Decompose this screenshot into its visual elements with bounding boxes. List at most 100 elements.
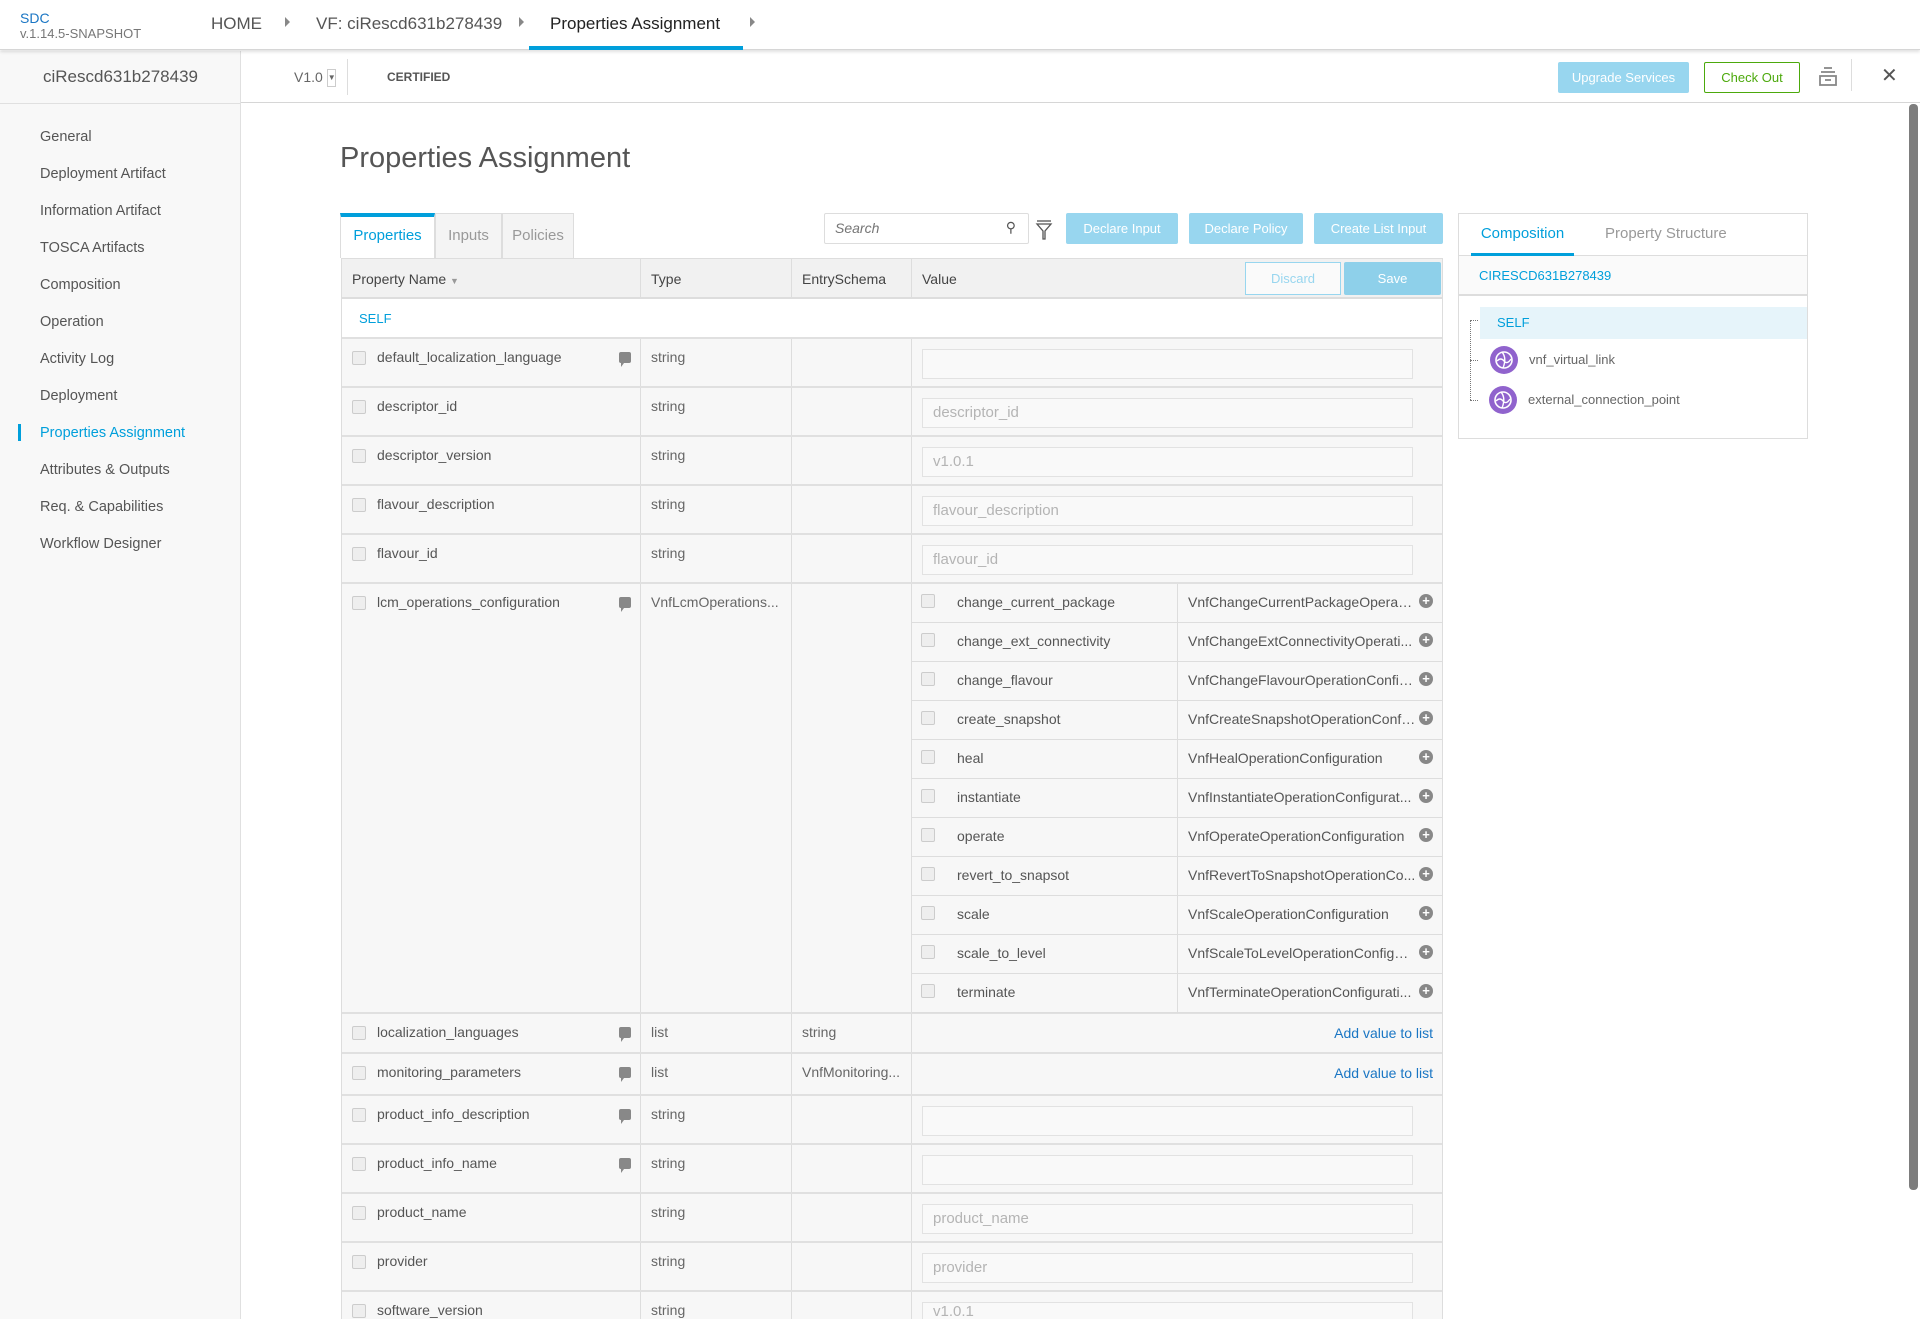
column-header-property-name[interactable]: Property Name ▼ — [342, 259, 641, 300]
sidebar-item-req-capabilities[interactable]: Req. & Capabilities — [40, 499, 164, 515]
sidebar-item-information-artifact[interactable]: Information Artifact — [40, 203, 161, 219]
add-plus-icon[interactable]: + — [1419, 789, 1433, 803]
sidebar-item-properties-assignment[interactable]: Properties Assignment — [40, 425, 186, 441]
page-scrollbar[interactable] — [1909, 104, 1918, 1190]
chevron-down-icon[interactable]: ▼ — [326, 69, 336, 88]
breadcrumb-arrow-icon[interactable] — [285, 17, 290, 27]
row-checkbox[interactable] — [352, 1066, 366, 1080]
breadcrumb-properties-assignment[interactable]: Properties Assignment — [550, 14, 721, 33]
add-plus-icon[interactable]: + — [1419, 594, 1433, 608]
save-button[interactable]: Save — [1344, 262, 1441, 295]
property-value-input[interactable] — [923, 1107, 1412, 1135]
close-icon[interactable]: ✕ — [1881, 65, 1898, 87]
row-checkbox[interactable] — [921, 984, 935, 998]
property-value-input[interactable] — [923, 546, 1412, 574]
tab-inputs[interactable]: Inputs — [435, 213, 502, 258]
row-checkbox[interactable] — [352, 1157, 366, 1171]
sidebar-item-workflow-designer[interactable]: Workflow Designer — [40, 536, 162, 552]
discard-button[interactable]: Discard — [1245, 262, 1341, 295]
tab-property-structure[interactable]: Property Structure — [1605, 225, 1727, 242]
row-checkbox[interactable] — [921, 594, 935, 608]
row-checkbox[interactable] — [921, 633, 935, 647]
row-checkbox[interactable] — [921, 789, 935, 803]
row-checkbox[interactable] — [921, 906, 935, 920]
row-checkbox[interactable] — [921, 867, 935, 881]
comment-icon[interactable] — [619, 597, 631, 612]
comment-icon[interactable] — [619, 1158, 631, 1173]
row-checkbox[interactable] — [352, 1206, 366, 1220]
comment-icon[interactable] — [619, 1067, 631, 1082]
add-plus-icon[interactable]: + — [1419, 672, 1433, 686]
breadcrumb-home[interactable]: HOME — [211, 14, 262, 33]
comment-icon[interactable] — [619, 1027, 631, 1042]
property-value-input[interactable] — [923, 448, 1412, 476]
row-checkbox[interactable] — [921, 750, 935, 764]
row-checkbox[interactable] — [352, 351, 366, 365]
row-checkbox[interactable] — [921, 672, 935, 686]
breadcrumb-arrow-icon[interactable] — [519, 17, 524, 27]
add-value-to-list-link[interactable]: Add value to list — [1334, 1065, 1433, 1081]
row-checkbox[interactable] — [352, 400, 366, 414]
property-value-input[interactable] — [923, 1205, 1412, 1233]
row-checkbox[interactable] — [352, 449, 366, 463]
tree-item-vnf-virtual-link[interactable]: vnf_virtual_link — [1490, 346, 1790, 374]
comment-icon[interactable] — [619, 352, 631, 367]
breadcrumb-arrow-icon[interactable] — [750, 17, 755, 27]
upgrade-services-button[interactable]: Upgrade Services — [1558, 62, 1689, 93]
sidebar-item-attributes-outputs[interactable]: Attributes & Outputs — [40, 462, 170, 478]
row-checkbox[interactable] — [352, 1026, 366, 1040]
declare-policy-button[interactable]: Declare Policy — [1189, 213, 1303, 244]
sidebar-item-deployment[interactable]: Deployment — [40, 388, 118, 404]
add-plus-icon[interactable]: + — [1419, 945, 1433, 959]
filter-icon[interactable] — [1035, 219, 1053, 241]
row-checkbox[interactable] — [352, 596, 366, 610]
row-checkbox[interactable] — [352, 1255, 366, 1269]
instance-name[interactable]: CIRESCD631B278439 — [1479, 268, 1612, 283]
row-checkbox[interactable] — [352, 498, 366, 512]
property-value-input[interactable] — [923, 1254, 1412, 1282]
row-checkbox[interactable] — [352, 547, 366, 561]
row-checkbox[interactable] — [921, 945, 935, 959]
search-input[interactable] — [835, 214, 995, 242]
tab-properties[interactable]: Properties — [340, 213, 435, 258]
divider — [1851, 59, 1852, 91]
declare-input-button[interactable]: Declare Input — [1066, 213, 1178, 244]
tab-composition[interactable]: Composition — [1471, 214, 1574, 256]
add-plus-icon[interactable]: + — [1419, 906, 1433, 920]
search-icon[interactable]: ⚲ — [1005, 219, 1016, 235]
sidebar-item-operation[interactable]: Operation — [40, 314, 104, 330]
check-out-button[interactable]: Check Out — [1704, 62, 1800, 93]
row-checkbox[interactable] — [352, 1108, 366, 1122]
comment-icon[interactable] — [619, 1109, 631, 1124]
add-value-to-list-link[interactable]: Add value to list — [1334, 1025, 1433, 1041]
property-value-input[interactable] — [923, 399, 1412, 427]
nested-property-row: scale_to_level VnfScaleToLevelOperationCo… — [912, 935, 1442, 974]
create-list-input-button[interactable]: Create List Input — [1314, 213, 1443, 244]
add-plus-icon[interactable]: + — [1419, 711, 1433, 725]
add-plus-icon[interactable]: + — [1419, 633, 1433, 647]
sidebar-item-activity-log[interactable]: Activity Log — [40, 351, 115, 367]
tree-item-external-connection-point[interactable]: external_connection_point — [1489, 386, 1789, 414]
add-plus-icon[interactable]: + — [1419, 750, 1433, 764]
breadcrumb-vf[interactable]: VF: ciRescd631b278439 — [316, 14, 503, 33]
property-value-input[interactable] — [923, 497, 1412, 525]
sidebar-item-composition[interactable]: Composition — [40, 277, 121, 293]
sidebar-item-deployment-artifact[interactable]: Deployment Artifact — [40, 166, 166, 182]
sidebar-item-tosca-artifacts[interactable]: TOSCA Artifacts — [40, 240, 145, 256]
app-logo[interactable]: SDC — [20, 10, 50, 26]
version-select[interactable]: V1.0 ▼ — [294, 69, 336, 88]
property-value-input[interactable] — [923, 1156, 1412, 1184]
archive-icon[interactable] — [1818, 64, 1838, 88]
tab-policies[interactable]: Policies — [502, 213, 574, 258]
add-plus-icon[interactable]: + — [1419, 867, 1433, 881]
property-value-input[interactable] — [923, 350, 1412, 378]
sidebar-item-general[interactable]: General — [40, 129, 92, 145]
sort-down-icon[interactable]: ▼ — [450, 276, 459, 286]
add-plus-icon[interactable]: + — [1419, 828, 1433, 842]
tree-item-self[interactable]: SELF — [1480, 307, 1807, 339]
row-checkbox[interactable] — [352, 1304, 366, 1318]
add-plus-icon[interactable]: + — [1419, 984, 1433, 998]
row-checkbox[interactable] — [921, 828, 935, 842]
row-checkbox[interactable] — [921, 711, 935, 725]
property-value-input[interactable] — [923, 1303, 1412, 1319]
